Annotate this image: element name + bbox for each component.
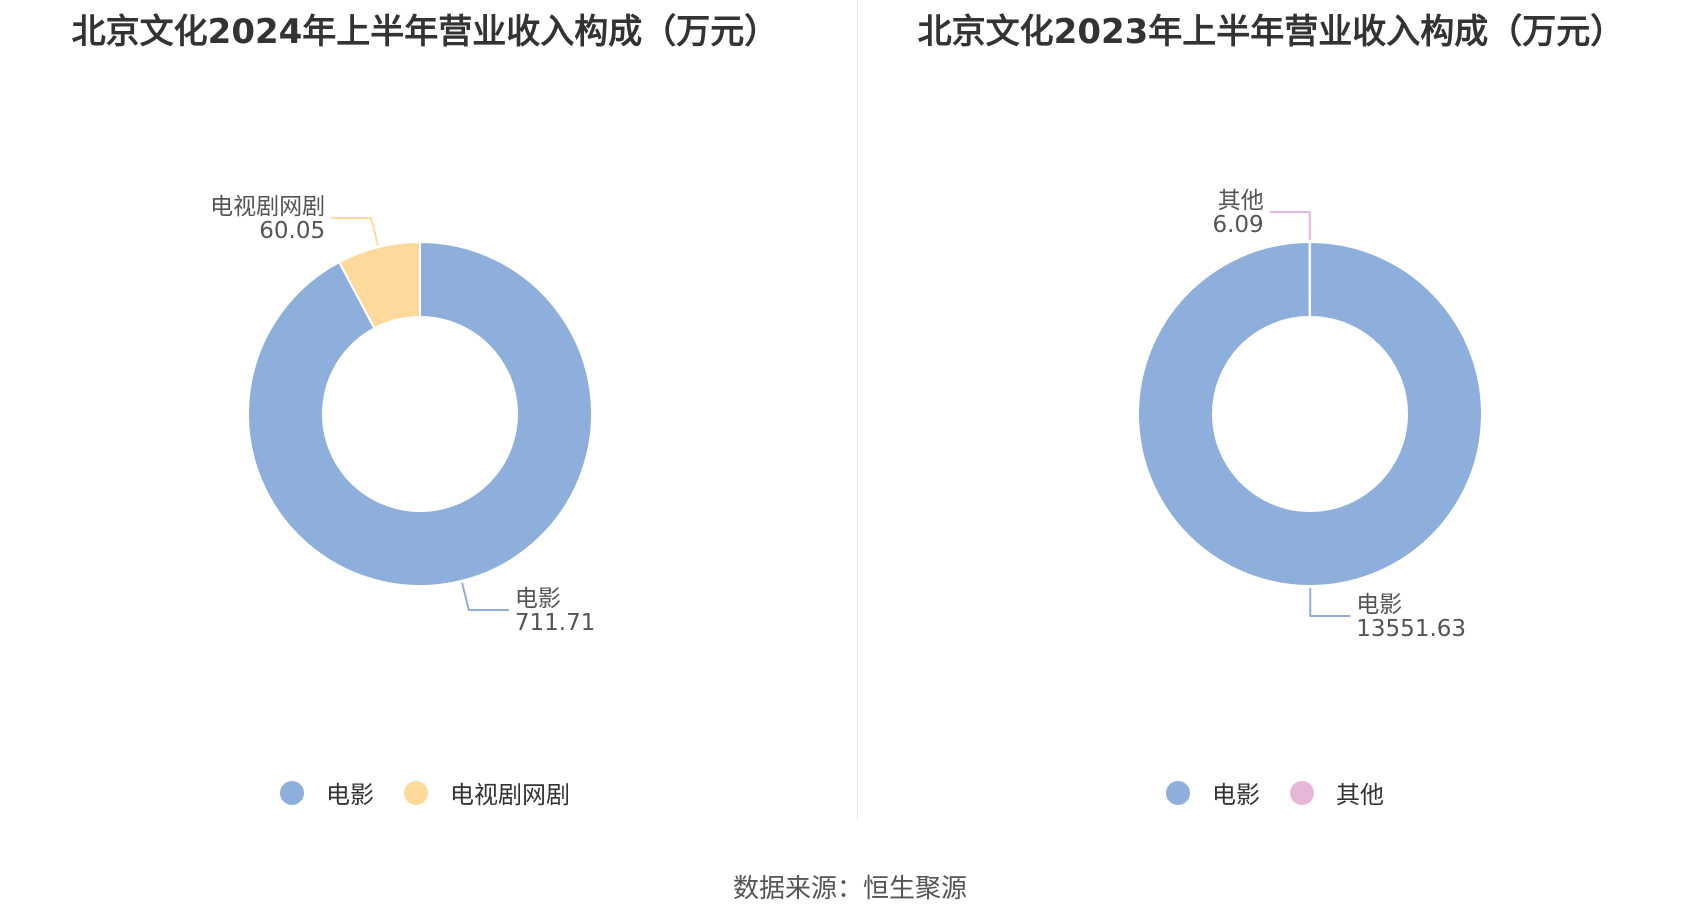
legend-swatch [1166, 780, 1190, 805]
label-leader-line [1269, 211, 1311, 241]
label-leader-line [331, 217, 379, 246]
pie-slice-slice-0[interactable] [247, 241, 593, 587]
label-leader-line [461, 582, 509, 611]
chart-legend: 电影 其他 [850, 775, 1700, 810]
chart-title: 北京文化2023年上半年营业收入构成（万元） [917, 12, 1625, 52]
slice-label-value: 13551.63 [1356, 616, 1466, 642]
legend-swatch [404, 780, 428, 805]
legend-swatch [280, 780, 304, 805]
chart-legend: 电影 电视剧网剧 [0, 775, 850, 810]
legend-label: 电影 [1212, 781, 1260, 809]
slice-label-value: 711.71 [515, 610, 595, 636]
slice-label-name: 其他 [1218, 188, 1264, 214]
pie-slice-slice-1[interactable] [338, 241, 421, 330]
label-leader-line [1309, 587, 1351, 617]
legend-label: 其他 [1336, 781, 1384, 809]
slice-label-name: 电影 [1356, 592, 1402, 618]
legend-item[interactable]: 其他 [1290, 775, 1384, 810]
chart-panel-2024: 北京文化2024年上半年营业收入构成（万元） 电影 711.71 电视剧网剧 60.0… [0, 0, 850, 830]
slice-label-value: 6.09 [1212, 212, 1263, 238]
legend-item[interactable]: 电视剧网剧 [404, 775, 570, 810]
panel-divider [857, 0, 858, 820]
slice-label-name: 电视剧网剧 [210, 194, 325, 220]
legend-swatch [1290, 780, 1314, 805]
legend-label: 电视剧网剧 [450, 781, 570, 809]
chart-title: 北京文化2024年上半年营业收入构成（万元） [71, 12, 779, 52]
pie-slice-slice-0[interactable] [1137, 241, 1484, 587]
legend-label: 电影 [326, 781, 374, 809]
chart-panel-2023: 北京文化2023年上半年营业收入构成（万元） 电影 13551.63 其他 6.09 … [850, 0, 1700, 830]
legend-item[interactable]: 电影 [1166, 775, 1260, 810]
slice-label-name: 电影 [515, 586, 561, 612]
legend-item[interactable]: 电影 [280, 775, 374, 810]
data-source-note: 数据来源：恒生聚源 [732, 874, 967, 904]
slice-label-value: 60.05 [259, 218, 325, 244]
